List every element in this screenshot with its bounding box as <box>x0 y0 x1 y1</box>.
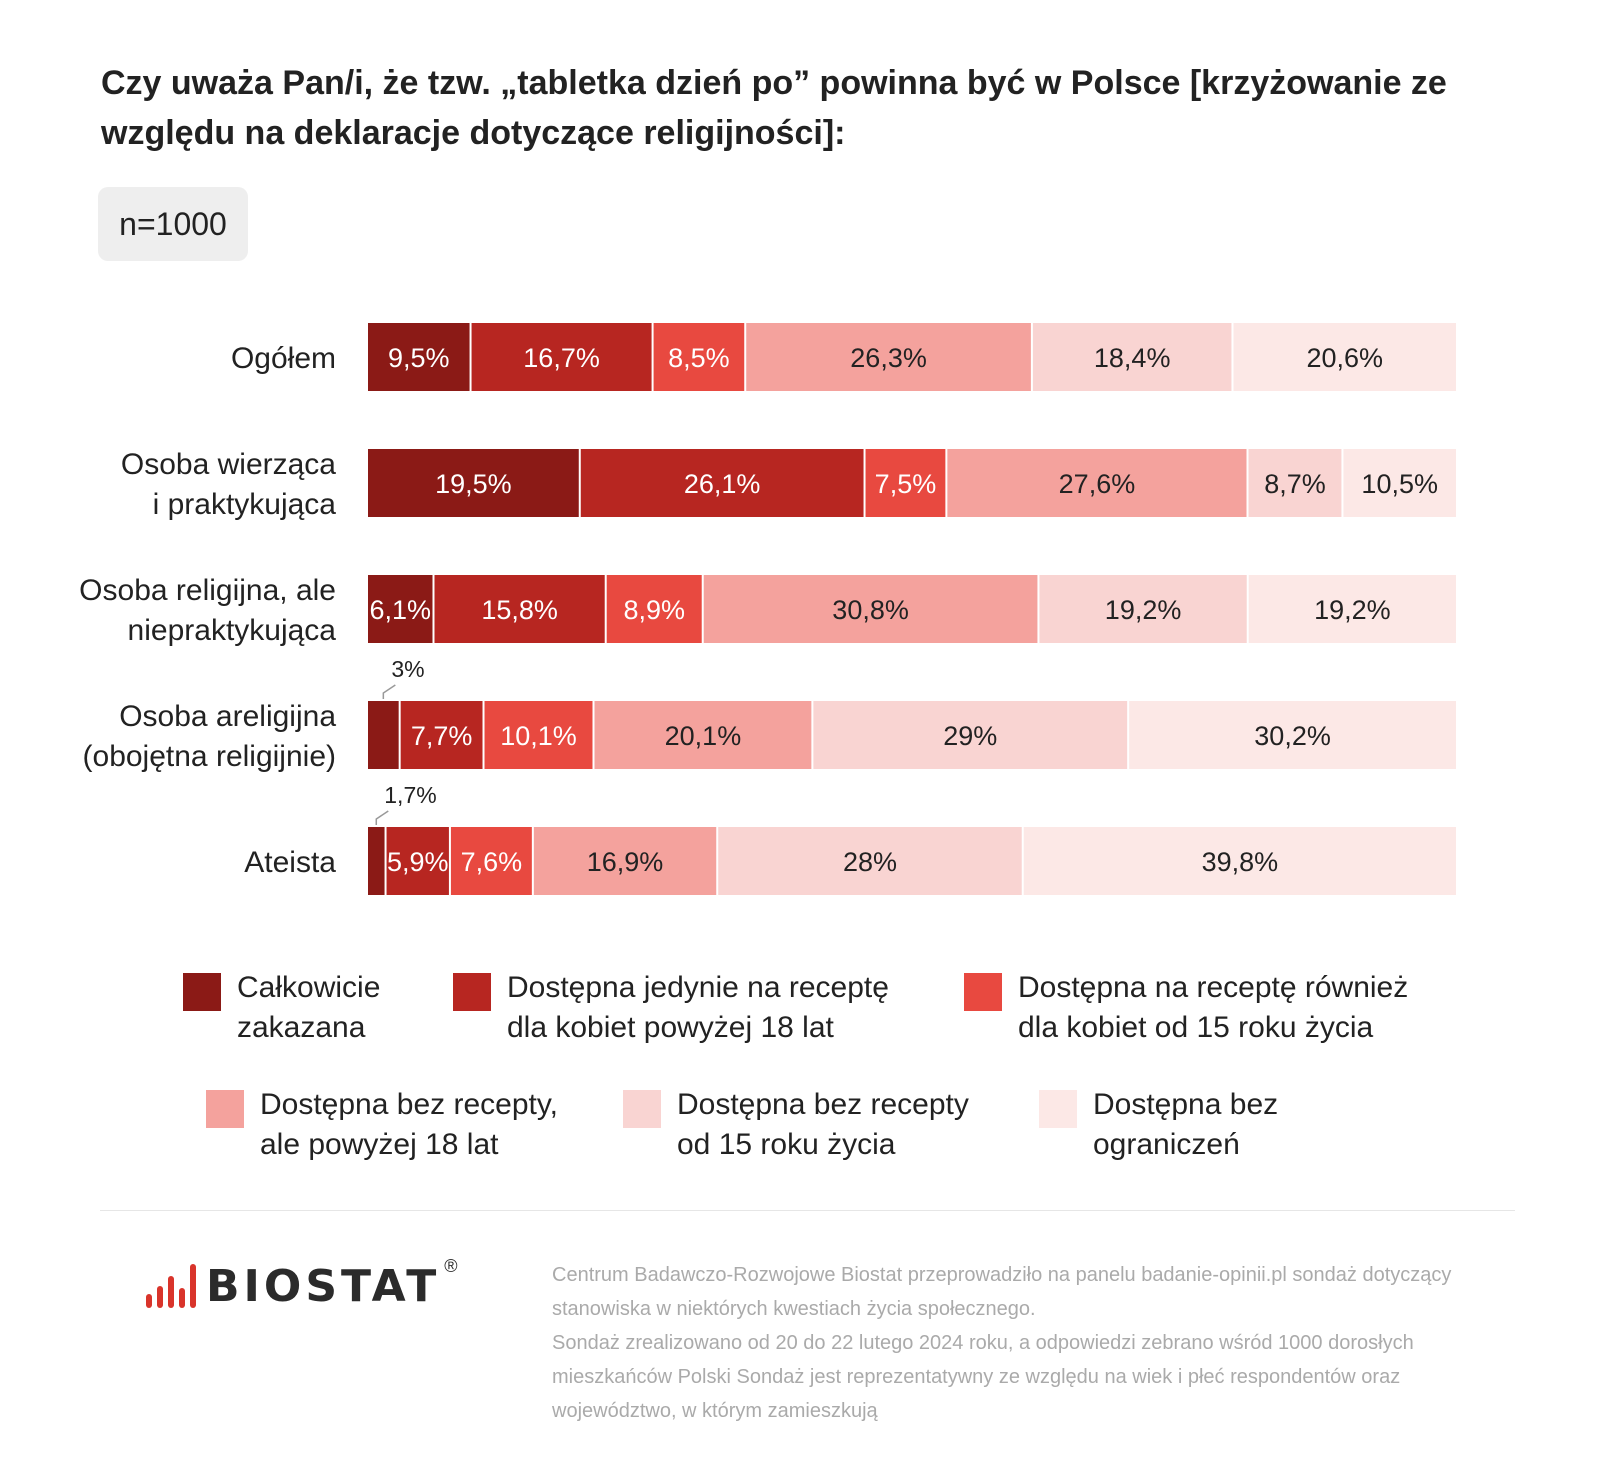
logo-text: BIOSTAT <box>206 1261 441 1312</box>
bar-segment <box>1129 701 1456 769</box>
legend-item-bez-ograniczen: Dostępna bez ograniczeń <box>1039 1085 1278 1165</box>
data-label: 7,7% <box>411 721 473 751</box>
bar-segment <box>1023 827 1456 895</box>
data-label: 7,6% <box>461 847 523 877</box>
stacked-bar-chart: Ogółem 9,5% 16,7% 8,5% 26,3% 18,4% 20,6% Osoba … <box>79 323 1456 895</box>
bar-segment <box>703 575 1038 643</box>
legend-item-bez-recepty-18: Dostępna bez recepty, ale powyżej 18 lat <box>206 1085 558 1165</box>
bar-segment <box>386 827 449 895</box>
data-label: 16,9% <box>587 847 664 877</box>
bar-segment <box>580 449 864 517</box>
data-label: 27,6% <box>1059 469 1136 499</box>
bar-segment <box>746 323 1031 391</box>
bar-segment <box>813 701 1128 769</box>
methodology-note-1: Centrum Badawczo-Rozwojowe Biostat przep… <box>552 1264 1452 1320</box>
bar-segment <box>368 827 385 895</box>
legend-swatch <box>1039 1090 1077 1128</box>
sample-size-badge: n=1000 <box>98 187 248 261</box>
data-label: 28% <box>843 847 897 877</box>
bar-segment <box>865 449 946 517</box>
bar-segment <box>400 701 483 769</box>
category-label: Osoba religijna, ale niepraktykująca <box>79 574 336 647</box>
bar-segment <box>368 323 470 391</box>
bar-segment <box>947 449 1247 517</box>
data-label: 16,7% <box>523 343 600 373</box>
data-label: 5,9% <box>387 847 449 877</box>
bar-segment <box>368 449 579 517</box>
data-label: 26,3% <box>850 343 927 373</box>
legend-item-recepta-15: Dostępna na receptę również dla kobiet o… <box>964 968 1408 1048</box>
legend-swatch <box>623 1090 661 1128</box>
data-label: 19,2% <box>1314 595 1391 625</box>
footer-divider <box>100 1210 1515 1211</box>
bar-segment <box>368 701 399 769</box>
data-label-leader <box>382 684 396 699</box>
logo-bars-icon <box>146 1262 196 1311</box>
legend-label: Dostępna jedynie na receptę dla kobiet p… <box>507 971 889 1044</box>
bar-segment <box>1039 575 1247 643</box>
data-label: 20,6% <box>1306 343 1383 373</box>
data-label: 29% <box>943 721 997 751</box>
bar-segment <box>1233 323 1456 391</box>
biostat-logo: BIOSTAT ® <box>146 1256 458 1312</box>
category-label: Ateista <box>244 846 336 879</box>
data-label: 10,1% <box>500 721 577 751</box>
data-label: 20,1% <box>665 721 742 751</box>
bar-segment <box>653 323 745 391</box>
bar-segment <box>1032 323 1232 391</box>
legend-label: Dostępna bez ograniczeń <box>1093 1088 1279 1161</box>
category-label: Osoba areligijna (obojętna religijnie) <box>83 700 337 773</box>
bar-segment <box>718 827 1022 895</box>
data-label: 19,2% <box>1105 595 1182 625</box>
legend-item-calkowicie-zakazana: Całkowicie zakazana <box>183 968 380 1048</box>
data-label: 30,2% <box>1254 721 1331 751</box>
data-label: 3% <box>391 656 424 682</box>
bar-segment <box>1248 449 1342 517</box>
data-label: 30,8% <box>832 595 909 625</box>
legend-label: Dostępna na receptę również dla kobiet o… <box>1018 971 1409 1044</box>
legend-swatch <box>453 973 491 1011</box>
data-label: 8,7% <box>1264 469 1326 499</box>
data-label: 10,5% <box>1361 469 1438 499</box>
data-label: 19,5% <box>435 469 512 499</box>
data-label: 26,1% <box>684 469 761 499</box>
bar-segment <box>606 575 702 643</box>
legend-label: Całkowicie zakazana <box>237 971 381 1044</box>
data-label: 9,5% <box>388 343 450 373</box>
bar-segment <box>1248 575 1456 643</box>
legend-label: Dostępna bez recepty od 15 roku życia <box>677 1088 969 1161</box>
registered-mark: ® <box>444 1256 458 1276</box>
category-label: Osoba wierząca i praktykująca <box>121 448 336 521</box>
bar-segment <box>533 827 717 895</box>
data-label: 7,5% <box>875 469 937 499</box>
data-label: 1,7% <box>384 782 436 808</box>
data-label: 8,9% <box>623 595 685 625</box>
legend-swatch <box>183 973 221 1011</box>
category-label: Ogółem <box>231 342 336 375</box>
legend-swatch <box>206 1090 244 1128</box>
data-label: 15,8% <box>481 595 558 625</box>
bar-segment <box>368 575 433 643</box>
bar-segment <box>471 323 652 391</box>
data-label-leader <box>375 810 389 825</box>
legend-item-bez-recepty-15: Dostępna bez recepty od 15 roku życia <box>623 1085 969 1165</box>
bar-segment <box>434 575 605 643</box>
data-label: 6,1% <box>369 595 431 625</box>
chart-title: Czy uważa Pan/i, że tzw. „tabletka dzień… <box>101 64 1447 152</box>
legend-label: Dostępna bez recepty, ale powyżej 18 lat <box>260 1088 558 1161</box>
legend-swatch <box>964 973 1002 1011</box>
data-label: 18,4% <box>1094 343 1171 373</box>
bar-segment <box>1343 449 1456 517</box>
data-label: 39,8% <box>1202 847 1279 877</box>
methodology-note-2: Sondaż zrealizowano od 20 do 22 lutego 2… <box>552 1332 1414 1422</box>
bar-segment <box>594 701 812 769</box>
bar-segment <box>450 827 532 895</box>
bar-segment <box>484 701 593 769</box>
data-label: 8,5% <box>668 343 730 373</box>
methodology-note: Centrum Badawczo-Rozwojowe Biostat przep… <box>552 1258 1502 1428</box>
legend-item-recepta-18: Dostępna jedynie na receptę dla kobiet p… <box>453 968 889 1048</box>
